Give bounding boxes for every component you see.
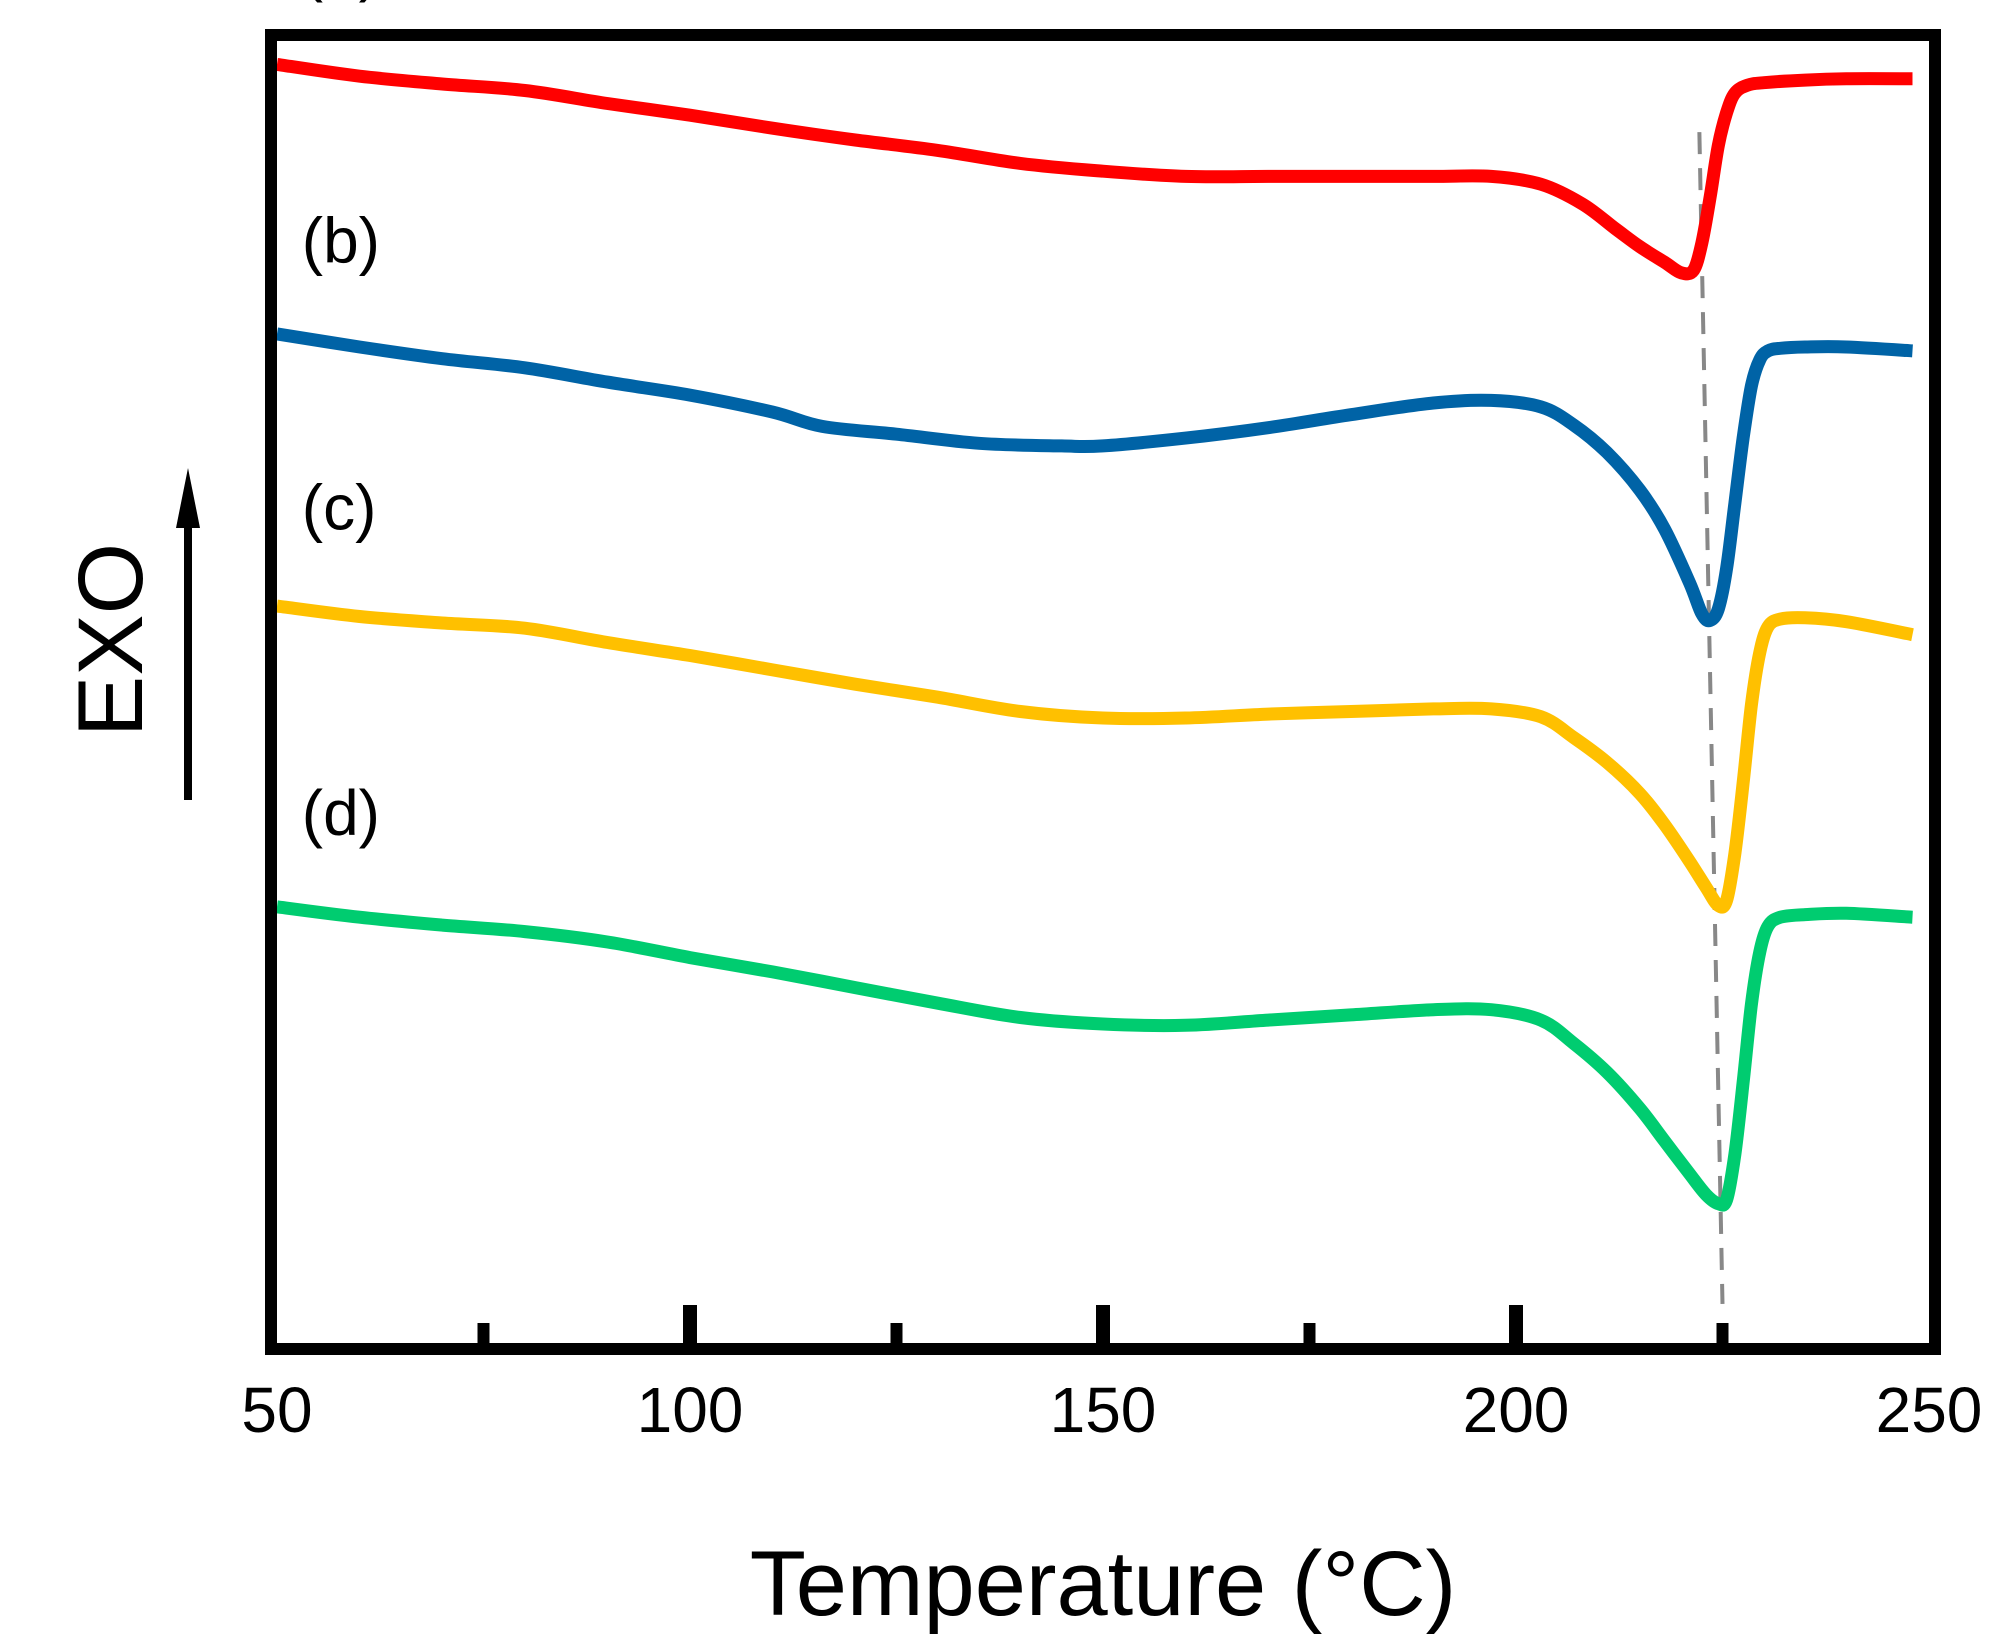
series-line-c	[276, 599, 1914, 914]
melting-peak-guide-line	[1697, 132, 1725, 1304]
series-line-d	[276, 900, 1913, 1212]
curve-label-b: (b)	[302, 204, 380, 276]
series-line-a	[276, 57, 1913, 281]
series-layer	[275, 57, 1914, 1212]
x-tick-label: 50	[241, 1374, 312, 1446]
plot-frame	[265, 29, 1941, 1355]
exo-arrow-head	[176, 468, 200, 528]
y-axis-title: EXO	[60, 543, 162, 737]
curve-label-c: (c)	[302, 471, 377, 543]
x-tick-label: 150	[1050, 1374, 1157, 1446]
x-tick-label: 200	[1463, 1374, 1570, 1446]
y-axis-title-group: EXO	[60, 468, 200, 800]
series-line-b	[275, 327, 1913, 628]
x-tick-label: 250	[1876, 1374, 1983, 1446]
x-tick-label: 100	[637, 1374, 744, 1446]
curve-label-a: (a)	[302, 0, 380, 3]
curve-label-d: (d)	[302, 777, 380, 849]
tick-labels-layer: 50 100 150 200 250	[241, 1374, 1982, 1446]
curve-labels-layer: (a) (b) (c) (d)	[302, 0, 380, 849]
x-axis-title: Temperature (°C)	[750, 1533, 1457, 1635]
ticks-layer	[477, 1305, 1729, 1343]
guides-layer	[1697, 132, 1725, 1304]
